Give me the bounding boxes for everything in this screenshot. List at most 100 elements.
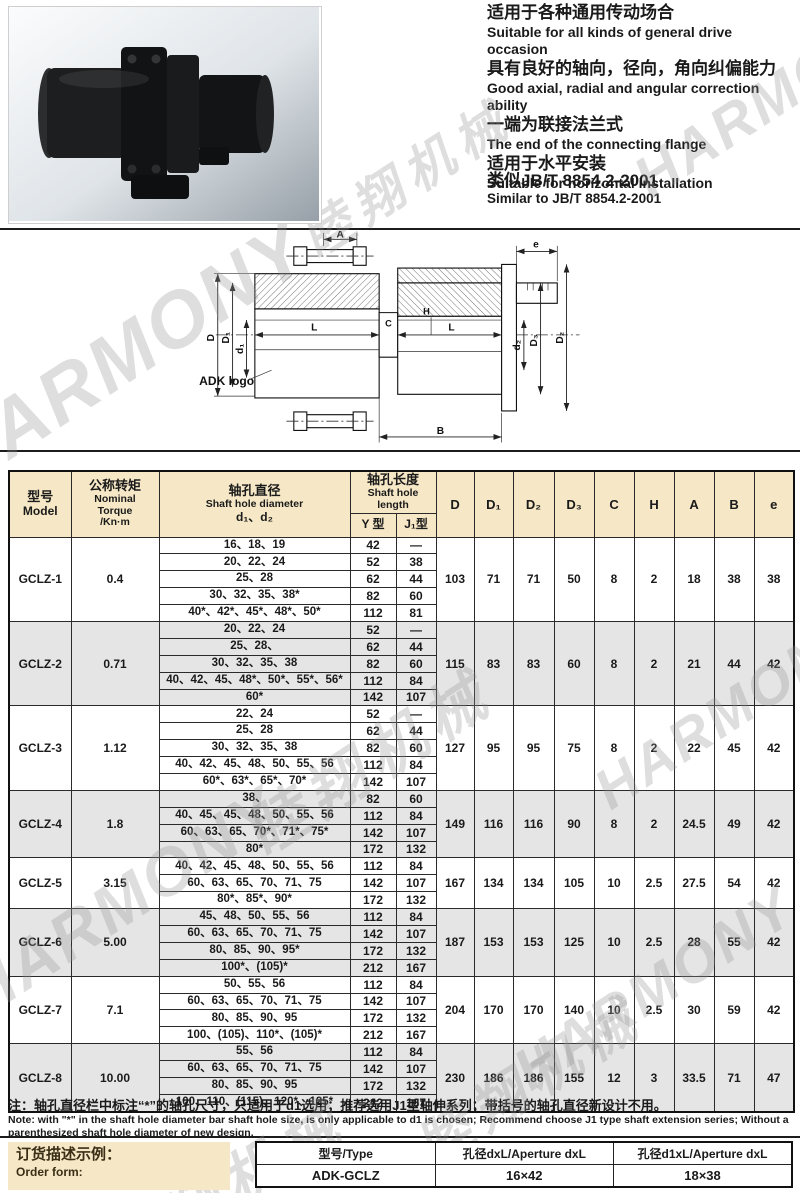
y-type-length-cell: 112 bbox=[349, 671, 397, 690]
bore-diameters-cell: 16、18、19 bbox=[158, 536, 351, 555]
order-value-aperture-dxl: 16×42 bbox=[434, 1164, 615, 1188]
j1-type-length-cell: 107 bbox=[395, 874, 437, 893]
spec-row: GCLZ-2 0.71 20、22、24 52—115 83 83 60 8 2 21 44 42 bbox=[8, 620, 795, 707]
order-form-label-en: Order form: bbox=[16, 1164, 83, 1179]
y-type-length-cell: 82 bbox=[349, 739, 397, 758]
dim-e-cell: 47 bbox=[753, 1043, 795, 1113]
divider bbox=[0, 450, 800, 452]
dim-H-cell: 2.5 bbox=[633, 908, 675, 977]
bore-diameters-cell: 60、63、65、70、71、75 bbox=[158, 1060, 351, 1078]
dim-H-cell: 3 bbox=[633, 1043, 675, 1113]
dim-B-cell: 44 bbox=[713, 620, 755, 707]
dim-D1-cell: 71 bbox=[473, 536, 514, 622]
feature-zh: 适用于水平安装 bbox=[487, 154, 606, 174]
feature-zh: 适用于各种通用传动场合 bbox=[487, 3, 674, 22]
y-type-length-cell: 82 bbox=[349, 789, 397, 808]
spec-row: 60、63、65、70、71、75 142 107 bbox=[9, 924, 794, 943]
bore-diameters-cell: 100、(105)、110*、(105)* bbox=[158, 1026, 351, 1045]
bore-diameters-cell: 40、45、45、48、50、55、56 bbox=[158, 806, 351, 825]
dim-C-cell: 8 bbox=[593, 705, 635, 791]
spec-row: 80* 172 132 bbox=[9, 840, 794, 859]
model-cell: GCLZ-7 bbox=[8, 975, 72, 1045]
header-torque-en2: Torque bbox=[97, 504, 133, 517]
dim-D3-cell: 125 bbox=[553, 908, 595, 977]
j1-type-length-cell: 84 bbox=[395, 857, 437, 876]
spec-row: 40、42、45、48、50、55、56 112 84 bbox=[9, 756, 794, 774]
j1-type-length-cell: 44 bbox=[395, 722, 437, 741]
order-col-aperture-d1xl: 孔径d1xL/Aperture dxL bbox=[613, 1141, 793, 1165]
dim-H-cell: 2 bbox=[633, 789, 675, 859]
y-type-length-cell: 142 bbox=[349, 688, 397, 707]
dim-e-cell: 42 bbox=[753, 705, 795, 791]
torque-cell: 1.8 bbox=[70, 789, 160, 859]
y-type-length-cell: 172 bbox=[349, 1077, 397, 1095]
j1-type-length-cell: 132 bbox=[395, 840, 437, 859]
y-type-length-cell: 142 bbox=[349, 823, 397, 842]
torque-cell: 0.4 bbox=[70, 536, 160, 622]
spec-row: GCLZ-5 3.15 40、42、45、48、50、55、56 112 84 167 13… bbox=[8, 857, 795, 910]
model-cell: GCLZ-8 bbox=[8, 1043, 72, 1113]
dim-label-d2: d₂ bbox=[512, 340, 523, 351]
dim-label-L-left: L bbox=[311, 322, 317, 333]
j1-type-length-cell: 60 bbox=[395, 587, 437, 606]
divider bbox=[0, 1136, 800, 1138]
col-header-D2: D₂ bbox=[512, 470, 555, 538]
header-torque-unit: /Kn·m bbox=[100, 516, 130, 529]
bore-diameters-cell: 80* bbox=[158, 840, 351, 859]
y-type-length-cell: 52 bbox=[349, 620, 397, 639]
order-form-label: 订货描述示例： Order form: bbox=[8, 1142, 230, 1190]
feature-en: Suitable for horizontal installation bbox=[487, 175, 713, 192]
bore-diameters-cell: 40、42、45、48*、50*、55*、56* bbox=[158, 671, 351, 690]
spec-row: GCLZ-6 5.00 45、48、50、55、56 112 84 187 153 153 12… bbox=[8, 908, 795, 977]
j1-type-length-cell: 38 bbox=[395, 553, 437, 572]
model-cell: GCLZ-6 bbox=[8, 908, 72, 977]
spec-row: 80、85、90、95 172 132 bbox=[9, 1009, 794, 1028]
spec-row: 80、85、90、95 172 132 bbox=[9, 1077, 794, 1095]
dim-C-cell: 10 bbox=[593, 908, 635, 977]
dim-A-cell: 22 bbox=[673, 705, 715, 791]
order-form-table: 型号/Type 孔径dxL/Aperture dxL 孔径d1xL/Apertu… bbox=[255, 1141, 793, 1188]
dim-B-cell: 71 bbox=[713, 1043, 755, 1113]
spec-row: 100*、(105)* 212 167 bbox=[9, 958, 794, 977]
bore-diameters-cell: 40*、42*、45*、48*、50* bbox=[158, 604, 351, 622]
col-header-D3: D₃ bbox=[553, 470, 595, 538]
feature-list: 适用于各种通用传动场合 Suitable for all kinds of ge… bbox=[487, 3, 795, 193]
col-header-j1-type: J₁型 bbox=[395, 512, 437, 538]
model-cell: GCLZ-5 bbox=[8, 857, 72, 910]
y-type-length-cell: 82 bbox=[349, 587, 397, 606]
j1-type-length-cell: — bbox=[395, 536, 437, 555]
bore-diameters-cell: 22、24 bbox=[158, 705, 351, 724]
dim-label-C: C bbox=[385, 319, 392, 329]
dim-D3-cell: 155 bbox=[553, 1043, 595, 1113]
dim-C-cell: 8 bbox=[593, 620, 635, 707]
dim-C-cell: 10 bbox=[593, 975, 635, 1045]
dim-D3-cell: 75 bbox=[553, 705, 595, 791]
dim-D3-cell: 105 bbox=[553, 857, 595, 910]
spec-row: 30、32、35、38* 82 60 bbox=[9, 587, 794, 606]
dim-B-cell: 59 bbox=[713, 975, 755, 1045]
order-col-type: 型号/Type bbox=[255, 1141, 436, 1165]
dim-e-cell: 42 bbox=[753, 908, 795, 977]
dim-B-cell: 55 bbox=[713, 908, 755, 977]
feature-en: Good axial, radial and angular correctio… bbox=[487, 79, 760, 114]
header-model-zh: 型号 bbox=[27, 489, 54, 505]
dim-A-cell: 24.5 bbox=[673, 789, 715, 859]
j1-type-length-cell: 167 bbox=[395, 1026, 437, 1045]
j1-type-length-cell: 60 bbox=[395, 654, 437, 673]
dim-A-cell: 21 bbox=[673, 620, 715, 707]
spec-row: 20、22、24 52 38 bbox=[9, 553, 794, 572]
order-col-aperture-dxl: 孔径dxL/Aperture dxL bbox=[434, 1141, 615, 1165]
y-type-length-cell: 62 bbox=[349, 637, 397, 656]
dim-A-cell: 18 bbox=[673, 536, 715, 622]
spec-row: 60、63、65、70、71、75 142 107 bbox=[9, 992, 794, 1011]
header-length-zh: 轴孔长度 bbox=[367, 472, 420, 488]
feature-zh: 具有良好的轴向，径向，角向纠偏能力 bbox=[487, 59, 776, 79]
header-model-en: Model bbox=[22, 504, 58, 519]
col-header-A: A bbox=[673, 470, 715, 538]
y-type-length-cell: 212 bbox=[349, 958, 397, 977]
adk-logo-label: ADK logo bbox=[199, 374, 254, 388]
y-type-length-cell: 172 bbox=[349, 891, 397, 910]
bore-diameters-cell: 80、85、90、95 bbox=[158, 1009, 351, 1028]
dim-H-cell: 2.5 bbox=[633, 857, 675, 910]
y-type-length-cell: 212 bbox=[349, 1093, 397, 1113]
